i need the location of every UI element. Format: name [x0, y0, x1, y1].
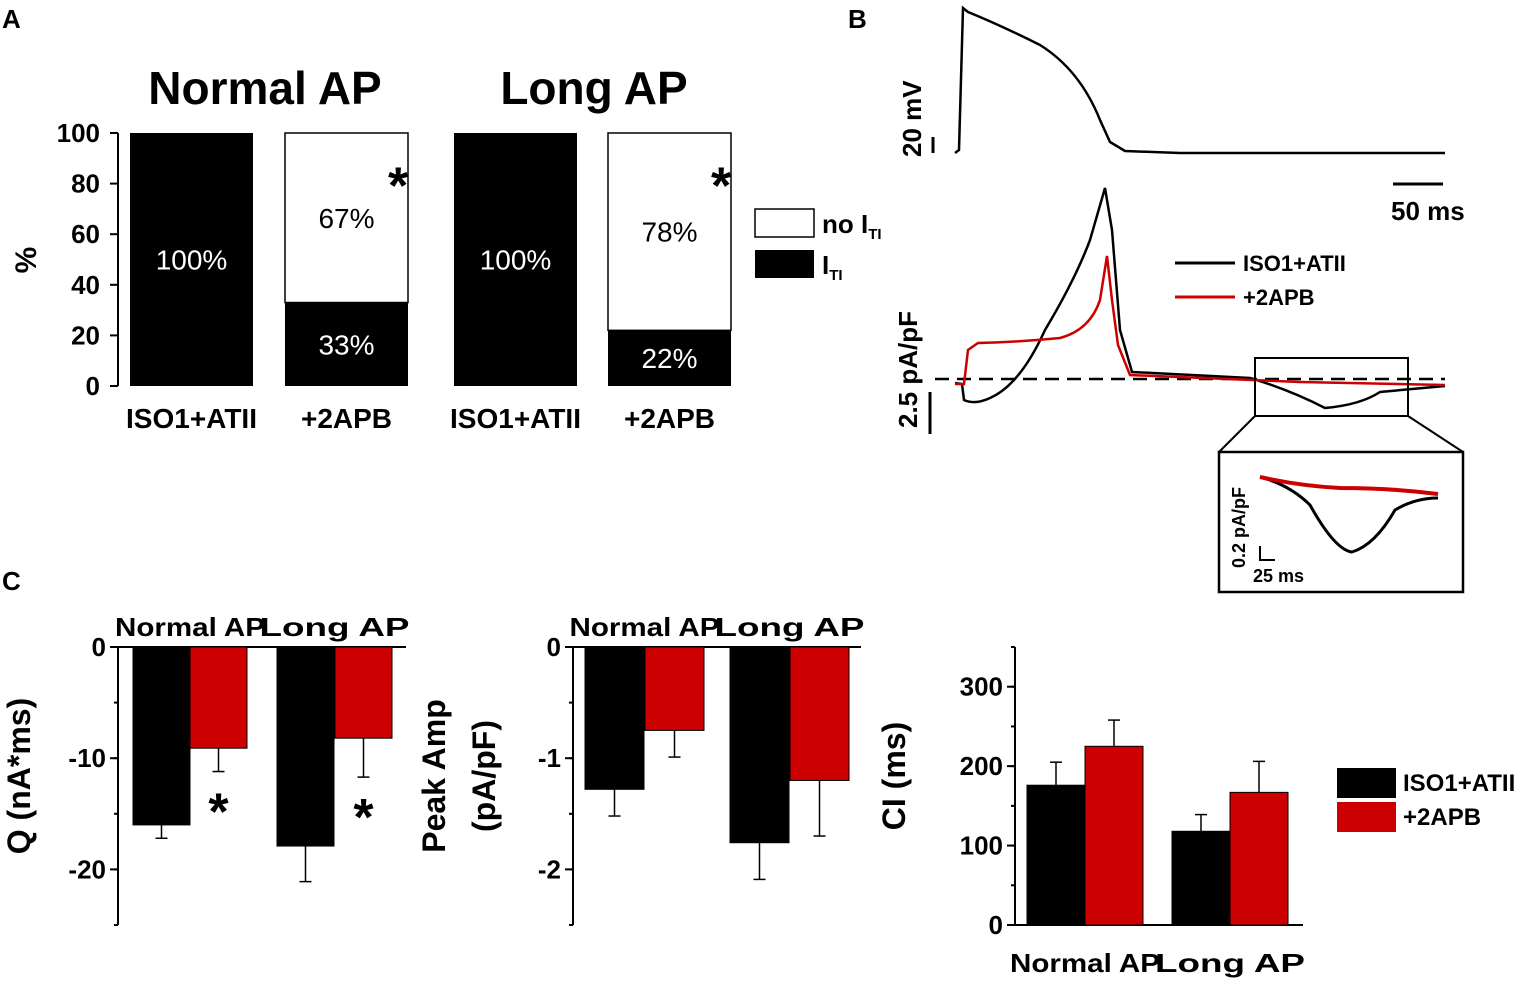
- bar-value-label: 67%: [318, 203, 374, 234]
- legend-swatch-no-iti: [754, 208, 815, 238]
- bar-value-label: 100%: [156, 245, 228, 276]
- y-axis-label: Peak Amp: [416, 699, 452, 853]
- y-tick-label: -1: [538, 743, 561, 773]
- action-potential-trace: [954, 5, 1445, 155]
- y-tick-label: 300: [960, 672, 1003, 702]
- significance-star: *: [711, 158, 732, 216]
- y-tick-label: 0: [547, 632, 561, 662]
- bar-iti: [454, 133, 577, 386]
- panel-b-traces: [928, 5, 1465, 594]
- bar-2apb: [189, 646, 248, 749]
- inset-scale-bar: [1259, 546, 1275, 561]
- y-tick-label: -2: [538, 854, 561, 884]
- bar-value-label: 78%: [641, 217, 697, 248]
- bar-iso1-atii: [729, 646, 790, 844]
- bar-iso1-atii: [1171, 830, 1231, 926]
- group-title: Normal AP: [148, 62, 381, 114]
- group-title: Long AP: [500, 62, 687, 114]
- legend-subscript: TI: [829, 267, 842, 284]
- x-tick-label: +2APB: [624, 403, 715, 434]
- inset-box: [1217, 450, 1465, 594]
- time-scale-label: 50 ms: [1391, 196, 1465, 226]
- y-tick-label: -20: [68, 854, 106, 884]
- y-tick-label: 80: [71, 169, 100, 199]
- y-tick-label: 200: [960, 751, 1003, 781]
- y-tick-label: 0: [92, 632, 106, 662]
- legend-label-iti: ITI: [822, 250, 843, 284]
- x-tick-label: +2APB: [301, 403, 392, 434]
- panel-a-chart: 0 20 40 60 80 100% Normal AP 100% ISO1+ATII 33% 67…: [10, 62, 882, 434]
- y-axis-label: %: [10, 247, 43, 274]
- panel-label-c: C: [2, 566, 21, 596]
- legend-label-2apb: +2APB: [1243, 285, 1315, 310]
- significance-star: *: [388, 158, 409, 216]
- zoom-region-box: [1254, 357, 1409, 417]
- x-tick-label: Long AP: [715, 612, 865, 642]
- x-tick-label: Normal AP: [1010, 948, 1160, 978]
- bar-value-label: 33%: [318, 329, 374, 360]
- legend-label-iso1-atii: ISO1+ATII: [1243, 251, 1346, 276]
- x-tick-label: Long AP: [260, 612, 410, 642]
- inset-trace-iso1-atii: [1259, 475, 1439, 554]
- bar-value-label: 22%: [641, 343, 697, 374]
- bar-2apb: [1084, 745, 1144, 926]
- bar-2apb: [644, 646, 705, 731]
- bar-iti: [130, 133, 253, 386]
- x-tick-label: Normal AP: [570, 612, 720, 642]
- panel-b-labels: 20 mV 50 ms 2.5 pA/pF ISO1+ATII +2APB 0.…: [893, 80, 1465, 586]
- y-tick-label: 60: [71, 219, 100, 249]
- y-tick-label: -10: [68, 743, 106, 773]
- y-axis-label: (pA/pF): [466, 720, 502, 832]
- current-scale-label: 2.5 pA/pF: [893, 311, 923, 428]
- y-tick-label: 0: [989, 910, 1003, 940]
- legend-label: +2APB: [1403, 804, 1481, 831]
- legend-swatch: [1337, 802, 1396, 832]
- x-tick-label: ISO1+ATII: [450, 403, 581, 434]
- x-tick-label: Normal AP: [115, 612, 265, 642]
- bar-iso1-atii: [1026, 784, 1086, 926]
- panel-label-a: A: [2, 4, 21, 34]
- legend-swatch: [1337, 768, 1396, 798]
- trace-2apb: [955, 255, 1446, 387]
- inset-time-label: 25 ms: [1253, 566, 1304, 586]
- zoom-connector-right: [1407, 415, 1464, 453]
- bar-value-label: 100%: [480, 245, 552, 276]
- legend-swatch-iti: [755, 250, 814, 278]
- significance-star: *: [208, 784, 229, 842]
- y-tick-label: 40: [71, 270, 100, 300]
- bar-iso1-atii: [584, 646, 645, 790]
- bar-iti: [608, 330, 731, 386]
- inset-current-label: 0.2 pA/pF: [1229, 487, 1249, 568]
- y-axis-label: Q (nA*ms): [1, 698, 37, 854]
- bar-no-iti: [284, 132, 409, 304]
- bar-2apb: [789, 646, 850, 781]
- zoom-connector-left: [1218, 415, 1256, 453]
- y-tick-label: 100: [57, 118, 100, 148]
- significance-star: *: [353, 789, 374, 847]
- y-tick-label: 100: [960, 831, 1003, 861]
- legend-label: ISO1+ATII: [1403, 770, 1515, 797]
- bar-iso1-atii: [276, 646, 335, 847]
- bar-2apb: [1229, 791, 1289, 926]
- trace-iso1-atii: [954, 187, 1446, 410]
- legend-subscript: TI: [868, 226, 881, 243]
- y-axis-label: CI (ms): [876, 722, 912, 830]
- bar-iti: [285, 302, 408, 386]
- inset-trace-2apb: [1259, 475, 1439, 496]
- x-tick-label: Long AP: [1155, 948, 1305, 978]
- bar-2apb: [334, 646, 393, 739]
- y-tick-label: 20: [71, 320, 100, 350]
- y-tick-label: 0: [86, 371, 100, 401]
- legend-label-no-iti: no ITI: [822, 209, 882, 243]
- x-tick-label: ISO1+ATII: [126, 403, 257, 434]
- bar-iso1-atii: [132, 646, 191, 826]
- voltage-scale-label: 20 mV: [897, 80, 927, 157]
- panel-label-b: B: [848, 4, 867, 34]
